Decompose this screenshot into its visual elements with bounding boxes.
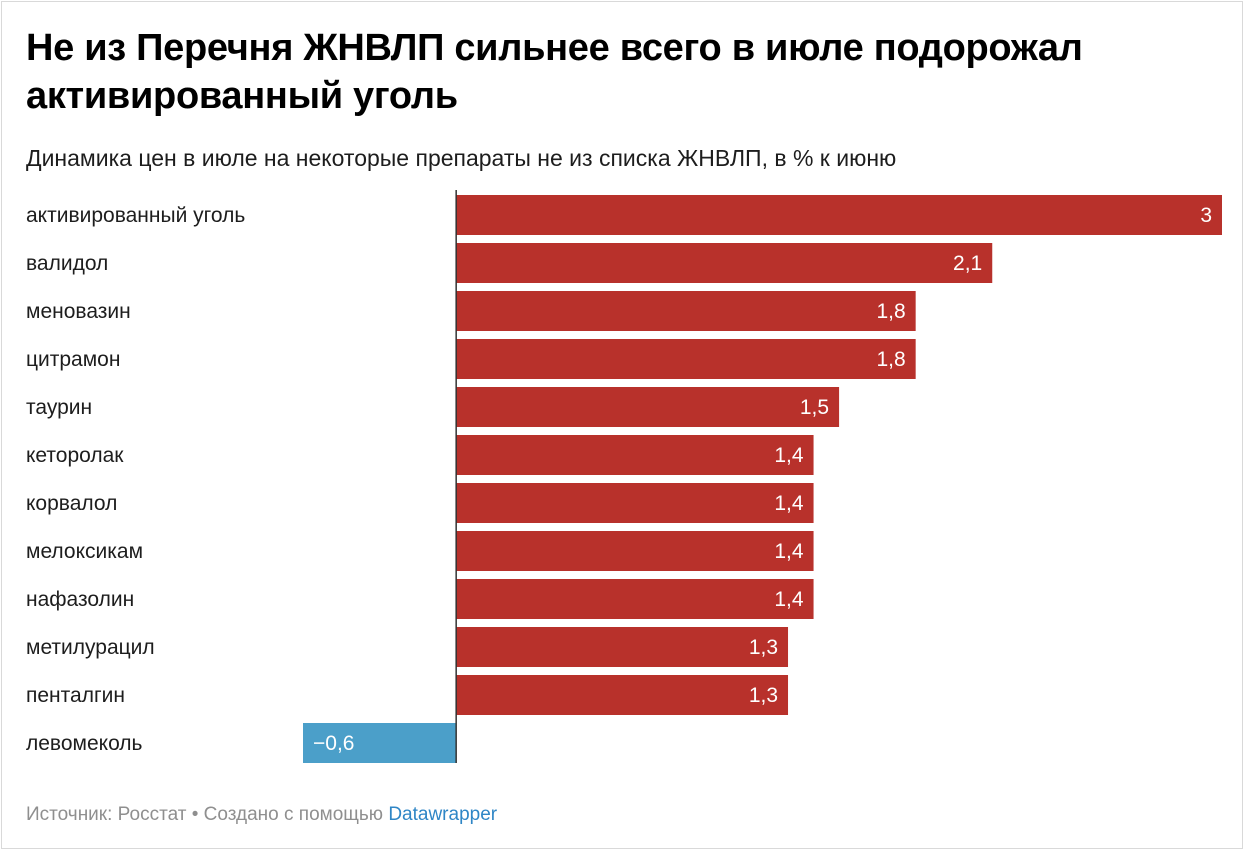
value-label: 1,4 xyxy=(774,492,804,515)
created-with-text: Создано с помощью xyxy=(203,804,384,825)
category-label: цитрамон xyxy=(26,348,120,371)
value-label: 1,3 xyxy=(749,636,778,659)
value-label: 1,8 xyxy=(876,300,905,323)
bar-chart: активированный уголь 3 валидол 2,1 меновазин… xyxy=(26,190,1223,763)
bar xyxy=(456,531,814,571)
bar xyxy=(456,339,916,379)
value-label: −0,6 xyxy=(313,732,354,755)
bar xyxy=(456,387,840,427)
category-label: метилурацил xyxy=(26,636,155,659)
chart-title: Не из Перечня ЖНВЛП сильнее всего в июле… xyxy=(26,27,1083,117)
category-label: меновазин xyxy=(26,300,131,323)
bar xyxy=(456,195,1223,235)
category-label: левомеколь xyxy=(26,732,143,755)
bar xyxy=(456,579,814,619)
bar xyxy=(456,675,789,715)
category-label: активированный уголь xyxy=(26,204,245,227)
datawrapper-link[interactable]: Datawrapper xyxy=(388,804,498,825)
value-label: 1,4 xyxy=(774,540,804,563)
value-label: 1,8 xyxy=(876,348,905,371)
category-label: валидол xyxy=(26,252,108,275)
category-label: пенталгин xyxy=(26,684,125,707)
value-label: 1,4 xyxy=(774,444,804,467)
category-label: кеторолак xyxy=(26,444,124,467)
bar xyxy=(303,723,457,763)
bar xyxy=(456,243,993,283)
chart-footer: Источник: Росстат • Создано с помощью Da… xyxy=(26,804,497,826)
bar xyxy=(456,291,916,331)
footer-separator: • xyxy=(191,804,199,825)
bar xyxy=(456,435,814,475)
value-label: 2,1 xyxy=(953,252,982,275)
source-note: Источник: Росстат xyxy=(26,804,187,825)
category-label: мелоксикам xyxy=(26,540,143,563)
bar xyxy=(456,627,789,667)
category-label: корвалол xyxy=(26,492,117,515)
value-label: 1,4 xyxy=(774,588,804,611)
value-label: 1,3 xyxy=(749,684,778,707)
chart-subtitle: Динамика цен в июле на некоторые препара… xyxy=(26,145,897,171)
category-label: нафазолин xyxy=(26,588,134,611)
bar xyxy=(456,483,814,523)
value-label: 3 xyxy=(1200,204,1212,227)
value-label: 1,5 xyxy=(800,396,829,419)
category-label: таурин xyxy=(26,396,92,419)
